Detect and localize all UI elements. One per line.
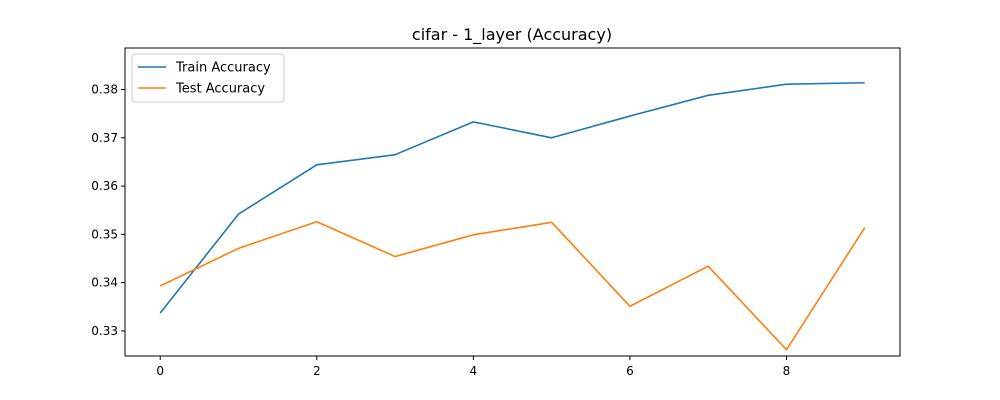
chart-title: cifar - 1_layer (Accuracy) xyxy=(412,25,612,45)
train-accuracy-legend-label: Train Accuracy xyxy=(175,61,271,76)
legend: Train Accuracy Test Accuracy xyxy=(131,53,285,103)
y-tick-label: 0.33 xyxy=(91,324,118,338)
test-accuracy-legend-label: Test Accuracy xyxy=(175,82,265,97)
legend-box xyxy=(131,53,285,103)
x-axis: 0 2 4 6 8 xyxy=(156,356,790,378)
y-tick-label: 0.34 xyxy=(91,276,118,290)
plot-area xyxy=(124,47,901,357)
x-tick-label: 6 xyxy=(626,364,634,378)
x-tick-label: 8 xyxy=(783,364,791,378)
y-axis: 0.33 0.34 0.35 0.36 0.37 0.38 xyxy=(91,83,125,338)
test-accuracy-line xyxy=(159,220,866,351)
y-tick-label: 0.35 xyxy=(91,227,118,241)
y-tick-label: 0.38 xyxy=(91,83,118,97)
x-tick-label: 4 xyxy=(470,364,478,378)
train-accuracy-line xyxy=(159,81,865,314)
y-tick-label: 0.37 xyxy=(91,131,118,145)
series-lines xyxy=(159,81,866,351)
x-tick-label: 2 xyxy=(313,364,321,378)
x-tick-label: 0 xyxy=(156,364,164,378)
y-tick-label: 0.36 xyxy=(91,179,118,193)
